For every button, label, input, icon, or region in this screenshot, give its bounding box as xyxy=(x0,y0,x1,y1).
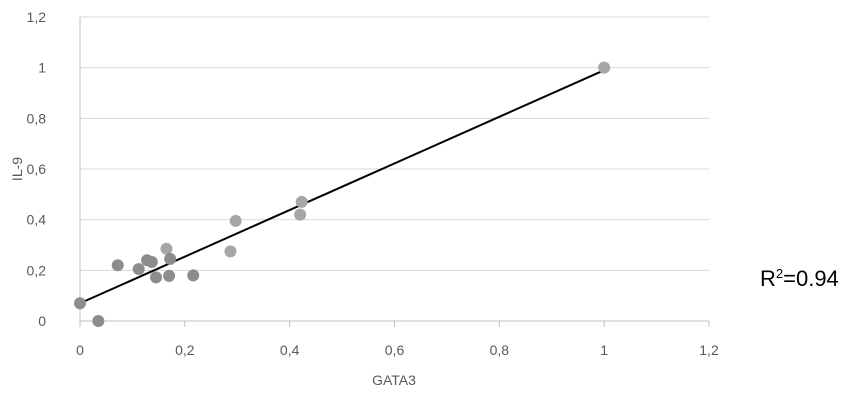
x-tick-label: 1 xyxy=(600,342,608,358)
data-points xyxy=(74,61,611,327)
trendline-layer xyxy=(79,69,605,305)
x-tick-label: 0 xyxy=(76,342,84,358)
x-tick-label: 0,2 xyxy=(175,342,195,358)
data-point xyxy=(163,269,176,282)
r-squared-base: R xyxy=(760,266,776,291)
data-point xyxy=(132,263,145,276)
y-tick-label: 0 xyxy=(38,313,46,329)
r-squared-value: =0.94 xyxy=(783,266,839,291)
data-point xyxy=(164,252,177,265)
trendline xyxy=(79,69,605,305)
y-axis-title: IL-9 xyxy=(9,157,25,181)
y-tick-label: 0,6 xyxy=(27,161,47,177)
y-tick-label: 0,2 xyxy=(27,262,47,278)
data-point xyxy=(187,269,200,282)
data-point xyxy=(295,195,308,208)
y-tick-label: 1 xyxy=(38,60,46,76)
data-point xyxy=(145,255,158,268)
y-tick-label: 1,2 xyxy=(27,9,47,25)
data-point xyxy=(111,259,124,272)
r-squared-annotation: R2=0.94 xyxy=(760,266,839,292)
y-tick-label: 0,4 xyxy=(27,212,47,228)
y-tick-label: 0,8 xyxy=(27,110,47,126)
data-point xyxy=(224,245,237,258)
x-axis-title: GATA3 xyxy=(372,372,416,388)
data-point xyxy=(229,214,242,227)
x-tick-label: 1,2 xyxy=(699,342,719,358)
axes xyxy=(79,17,710,327)
x-tick-label: 0,6 xyxy=(385,342,405,358)
data-point xyxy=(294,208,307,221)
data-point xyxy=(92,315,105,327)
data-point xyxy=(74,297,86,310)
gridlines xyxy=(80,16,709,271)
tick-labels: 0 0,2 0,4 0,6 0,8 1 1,2 0 0,2 0,4 0,6 0,8 1 1,2 xyxy=(27,9,719,358)
data-point xyxy=(150,271,163,284)
x-tick-label: 0,4 xyxy=(280,342,300,358)
data-point xyxy=(598,61,611,74)
data-point xyxy=(160,242,173,255)
r-squared-superscript: 2 xyxy=(775,266,784,281)
x-tick-label: 0,8 xyxy=(490,342,510,358)
